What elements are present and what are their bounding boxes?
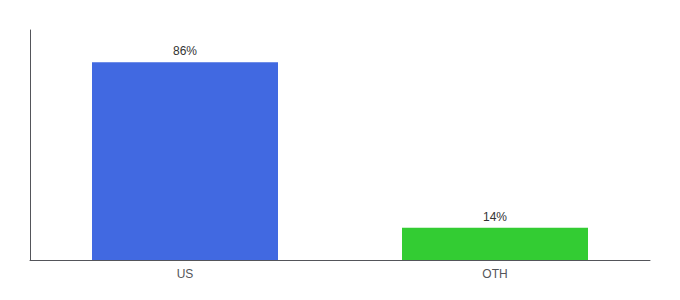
svg-text:14%: 14% xyxy=(483,210,507,224)
svg-text:86%: 86% xyxy=(173,44,197,58)
svg-text:OTH: OTH xyxy=(482,267,507,281)
svg-text:US: US xyxy=(177,267,194,281)
